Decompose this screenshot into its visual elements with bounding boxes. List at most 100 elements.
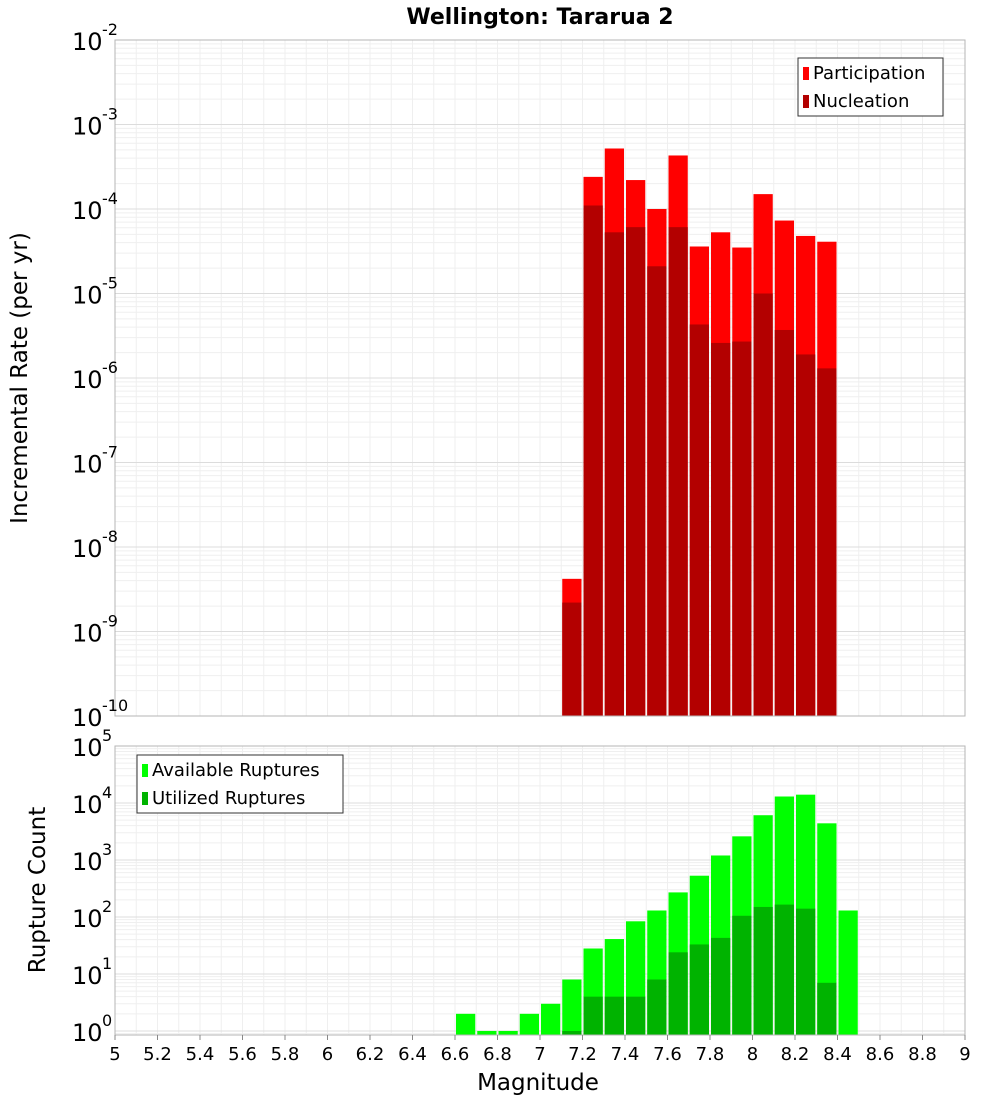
y-tick-exponent: -8 [102,527,118,546]
legend: Participation Nucleation [797,57,944,117]
x-tick-label: 7.4 [611,1044,640,1065]
bar-utilized-ruptures [774,904,794,1035]
x-tick-label: 7.6 [653,1044,682,1065]
y-tick-label: 10 -8 [72,527,118,563]
y-tick-exponent: -6 [102,358,118,377]
legend-swatch [803,95,809,108]
y-tick-exponent: -3 [102,105,118,124]
bar-available-ruptures [817,823,837,1035]
bar-utilized-ruptures [753,906,773,1035]
bar-available-ruptures [562,979,582,1035]
y-tick-base: 10 [72,366,103,394]
x-tick-label: 8.8 [908,1044,937,1065]
legend-entry: Nucleation [813,91,909,112]
y-tick-label: 10 -3 [72,105,118,141]
y-tick-exponent: 0 [102,1011,112,1030]
y-tick-label: 10 -9 [72,612,118,648]
y-tick-exponent: -4 [102,189,118,208]
x-axis-label: Magnitude [477,1070,599,1096]
y-tick-base: 10 [72,282,103,310]
bar-utilized-ruptures [796,908,816,1035]
bar-nucleation [796,354,816,716]
y-tick-exponent: 1 [102,954,112,973]
y-tick-label: 10 -10 [72,696,128,732]
legend-box [797,57,944,117]
x-tick-label: 5.4 [186,1044,215,1065]
y-tick-base: 10 [72,848,103,876]
y-tick-exponent: 2 [102,897,112,916]
x-tick-label: 5.2 [143,1044,172,1065]
y-tick-base: 10 [72,113,103,141]
y-tick-base: 10 [72,791,103,819]
bar-nucleation [753,293,773,716]
y-tick-label: 10 -4 [72,189,118,225]
y-tick-exponent: 4 [102,783,112,802]
bar-nucleation [604,232,624,716]
bar-utilized-ruptures [689,944,709,1035]
y-axis-label: Incremental Rate (per yr) [7,232,33,524]
x-tick-label: 8.2 [781,1044,810,1065]
x-tick-label: 6.6 [441,1044,470,1065]
y-tick-label: 10 0 [72,1011,112,1047]
bar-nucleation [732,341,752,716]
y-tick-exponent: -7 [102,443,118,462]
bar-utilized-ruptures [604,996,624,1035]
y-tick-base: 10 [72,451,103,479]
bar-utilized-ruptures [647,979,667,1035]
bar-utilized-ruptures [732,915,752,1035]
x-tick-label: 5.6 [228,1044,257,1065]
y-tick-label: 10 5 [72,726,112,762]
bar-available-ruptures [838,910,858,1035]
y-tick-exponent: -2 [102,20,118,39]
bar-nucleation [817,368,837,716]
chart-title: Wellington: Tararua 2 [406,5,673,30]
x-tick-label: 6.8 [483,1044,512,1065]
x-tick-label: 6 [322,1044,333,1065]
plot-frame [114,39,966,717]
bar-nucleation [647,266,667,716]
x-tick-label: 8.6 [866,1044,895,1065]
y-tick-label: 10 3 [72,840,112,876]
y-tick-base: 10 [72,620,103,648]
y-tick-exponent: -9 [102,612,118,631]
x-tick-label: 7.2 [568,1044,597,1065]
bar-available-ruptures [498,1030,518,1035]
x-tick-label: 6.2 [356,1044,385,1065]
x-tick-label: 5 [109,1044,120,1065]
legend: Available Ruptures Utilized Ruptures [136,754,344,814]
y-tick-base: 10 [72,962,103,990]
y-tick-exponent: -5 [102,274,118,293]
bar-nucleation [668,227,688,716]
x-tick-label: 7.8 [696,1044,725,1065]
y-tick-base: 10 [72,734,103,762]
legend-entry: Participation [813,63,925,84]
bar-utilized-ruptures [668,952,688,1035]
y-tick-exponent: 5 [102,726,112,745]
y-tick-exponent: -10 [102,696,128,715]
legend-swatch [803,67,809,80]
legend-swatch [142,764,148,777]
y-tick-base: 10 [72,197,103,225]
legend-entry: Utilized Ruptures [152,788,305,809]
y-tick-base: 10 [72,1019,103,1047]
y-tick-label: 10 -5 [72,274,118,310]
x-tick-label: 6.4 [398,1044,427,1065]
y-tick-label: 10 2 [72,897,112,933]
y-axis-label: Rupture Count [25,807,51,973]
x-tick-label: 8 [747,1044,758,1065]
bar-nucleation [711,342,731,716]
bar-available-ruptures [519,1013,539,1035]
bar-utilized-ruptures [817,982,837,1035]
bar-available-ruptures [456,1013,476,1035]
bar-nucleation [562,602,582,716]
y-tick-base: 10 [72,704,103,732]
y-tick-label: 10 4 [72,783,112,819]
bar-available-ruptures [541,1003,561,1035]
y-tick-label: 10 -2 [72,20,118,56]
y-tick-exponent: 3 [102,840,112,859]
x-tick-label: 9 [959,1044,970,1065]
